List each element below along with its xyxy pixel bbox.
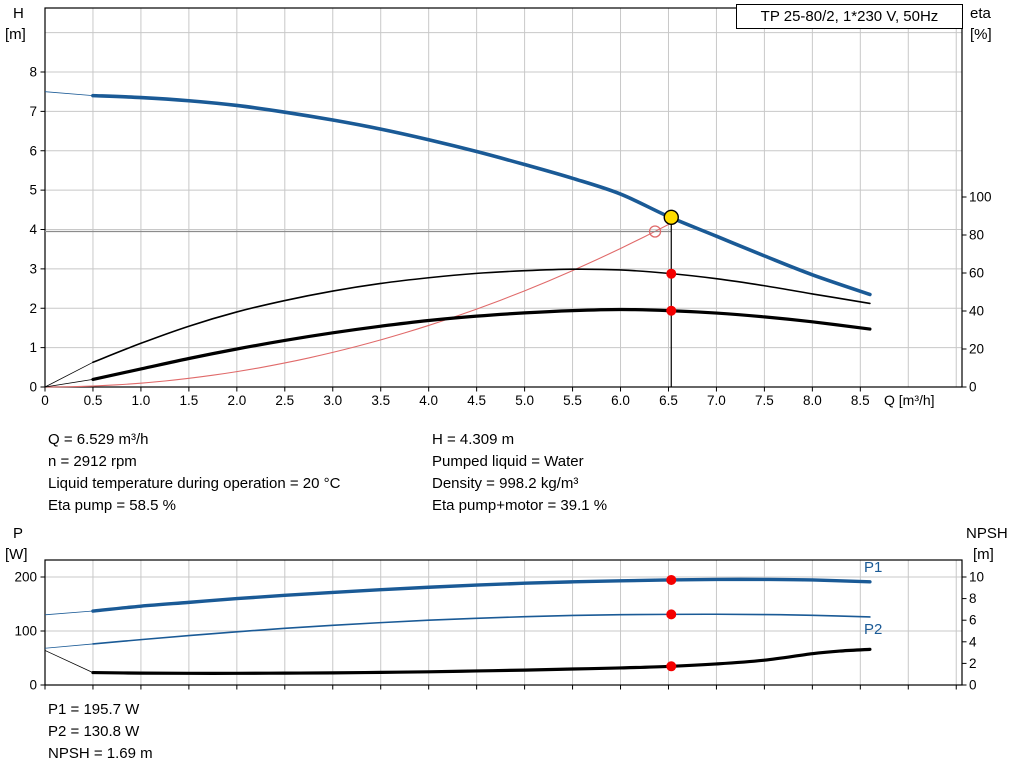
- svg-text:6.5: 6.5: [659, 393, 678, 408]
- svg-text:0: 0: [29, 380, 37, 395]
- duty-dot-p2: [666, 609, 677, 620]
- svg-text:Q [m³/h]: Q [m³/h]: [884, 392, 935, 408]
- power-info: P1 = 195.7 W P2 = 130.8 W NPSH = 1.69 m: [48, 699, 153, 765]
- info-npsh: NPSH = 1.69 m: [48, 745, 153, 762]
- svg-text:1: 1: [29, 340, 37, 355]
- plot-frame: [44, 559, 963, 686]
- svg-text:8: 8: [969, 591, 977, 606]
- power-axis-quantity: P: [13, 525, 24, 542]
- svg-text:7: 7: [29, 104, 37, 119]
- duty-info-right: H = 4.309 m Pumped liquid = Water Densit…: [432, 429, 607, 517]
- eta-axis-label: eta [%]: [970, 3, 992, 45]
- svg-text:3: 3: [29, 261, 37, 276]
- eta-axis-unit: [%]: [970, 26, 992, 43]
- system-curve: [44, 223, 669, 388]
- npsh-axis-quantity: NPSH: [966, 525, 1008, 542]
- duty-dot-p1: [666, 574, 677, 585]
- info-eta-pump-motor: Eta pump+motor = 39.1 %: [432, 497, 608, 514]
- svg-text:5.0: 5.0: [515, 393, 534, 408]
- svg-text:5: 5: [29, 183, 37, 198]
- svg-text:4.5: 4.5: [467, 393, 486, 408]
- svg-text:6.0: 6.0: [611, 393, 630, 408]
- info-head: H = 4.309 m: [432, 431, 515, 448]
- head-curve: [91, 93, 872, 297]
- pump-model-label: TP 25-80/2, 1*230 V, 50Hz: [760, 8, 939, 25]
- svg-text:200: 200: [14, 570, 37, 585]
- info-flow: Q = 6.529 m³/h: [48, 431, 149, 448]
- svg-text:2: 2: [969, 656, 977, 671]
- duty-point-marker: [663, 209, 679, 226]
- svg-text:2.5: 2.5: [275, 393, 294, 408]
- svg-text:20: 20: [969, 342, 984, 357]
- svg-text:4: 4: [29, 222, 37, 237]
- p2-curve: [92, 613, 871, 645]
- duty-dot-eta-pump-plus-motor: [666, 305, 677, 316]
- svg-text:4.0: 4.0: [419, 393, 438, 408]
- duty-info-left: Q = 6.529 m³/h n = 2912 rpm Liquid tempe…: [48, 429, 340, 517]
- info-p1: P1 = 195.7 W: [48, 701, 140, 718]
- duty-dot-npsh: [666, 661, 677, 672]
- svg-text:6: 6: [29, 143, 37, 158]
- svg-text:8: 8: [29, 65, 37, 80]
- svg-text:0: 0: [969, 678, 977, 693]
- svg-text:60: 60: [969, 266, 984, 281]
- axis-ticks: 0 0.5 1.0 1.5 2.0 2.5 3.0 3.5 4.0 4.5 5.0 5.5 6.0 6.5…: [29, 65, 991, 409]
- svg-text:0: 0: [29, 678, 37, 693]
- svg-text:7.5: 7.5: [755, 393, 774, 408]
- power-axis-label: P [W]: [5, 523, 28, 565]
- info-speed: n = 2912 rpm: [48, 453, 137, 470]
- pump-model-box: TP 25-80/2, 1*230 V, 50Hz: [736, 4, 963, 29]
- svg-text:1.0: 1.0: [132, 393, 151, 408]
- svg-text:7.0: 7.0: [707, 393, 726, 408]
- svg-text:1.5: 1.5: [179, 393, 198, 408]
- eta-pump-plus-motor-curve: [91, 307, 872, 381]
- svg-text:5.5: 5.5: [563, 393, 582, 408]
- svg-text:2: 2: [29, 301, 37, 316]
- svg-text:0: 0: [41, 393, 49, 408]
- svg-text:6: 6: [969, 613, 977, 628]
- svg-text:2.0: 2.0: [227, 393, 246, 408]
- svg-text:0.5: 0.5: [84, 393, 103, 408]
- svg-text:3.0: 3.0: [323, 393, 342, 408]
- svg-text:3.5: 3.5: [371, 393, 390, 408]
- head-efficiency-chart: 0 0.5 1.0 1.5 2.0 2.5 3.0 3.5 4.0 4.5 5.0 5.5 6.0 6.5…: [29, 7, 992, 409]
- axis-ticks: 0 100 200 0 2 4 6 8 10: [14, 570, 984, 693]
- svg-text:100: 100: [14, 624, 37, 639]
- curve-label-p2: P2: [864, 621, 882, 638]
- svg-text:0: 0: [969, 380, 977, 395]
- npsh-axis-unit: [m]: [973, 546, 994, 563]
- power-npsh-chart: 0 100 200 0 2 4 6 8 10 P1 P2: [14, 559, 984, 693]
- info-density: Density = 998.2 kg/m³: [432, 475, 579, 492]
- svg-text:4: 4: [969, 634, 977, 649]
- svg-text:40: 40: [969, 304, 984, 319]
- info-liquid-temperature: Liquid temperature during operation = 20…: [48, 475, 341, 492]
- head-axis-quantity: H: [13, 5, 24, 22]
- head-axis-unit: [m]: [5, 26, 26, 43]
- eta-axis-quantity: eta: [970, 5, 991, 22]
- svg-text:10: 10: [969, 570, 984, 585]
- head-axis-label: H [m]: [5, 3, 26, 45]
- info-p2: P2 = 130.8 W: [48, 723, 140, 740]
- power-axis-unit: [W]: [5, 546, 28, 563]
- svg-text:100: 100: [969, 190, 992, 205]
- info-eta-pump: Eta pump = 58.5 %: [48, 497, 176, 514]
- grid: [45, 8, 962, 387]
- npsh-axis-label: NPSH [m]: [966, 523, 1008, 565]
- plot-frame: [44, 7, 963, 388]
- requested-duty-marker: [648, 225, 662, 238]
- eta-pump-curve: [92, 268, 871, 364]
- svg-text:8.0: 8.0: [803, 393, 822, 408]
- curve-label-p1: P1: [864, 559, 882, 576]
- npsh-curve: [91, 647, 872, 675]
- svg-text:8.5: 8.5: [851, 393, 870, 408]
- svg-text:80: 80: [969, 228, 984, 243]
- p1-curve: [91, 577, 872, 613]
- duty-dot-eta-pump: [666, 268, 677, 279]
- info-pumped-liquid: Pumped liquid = Water: [432, 453, 584, 470]
